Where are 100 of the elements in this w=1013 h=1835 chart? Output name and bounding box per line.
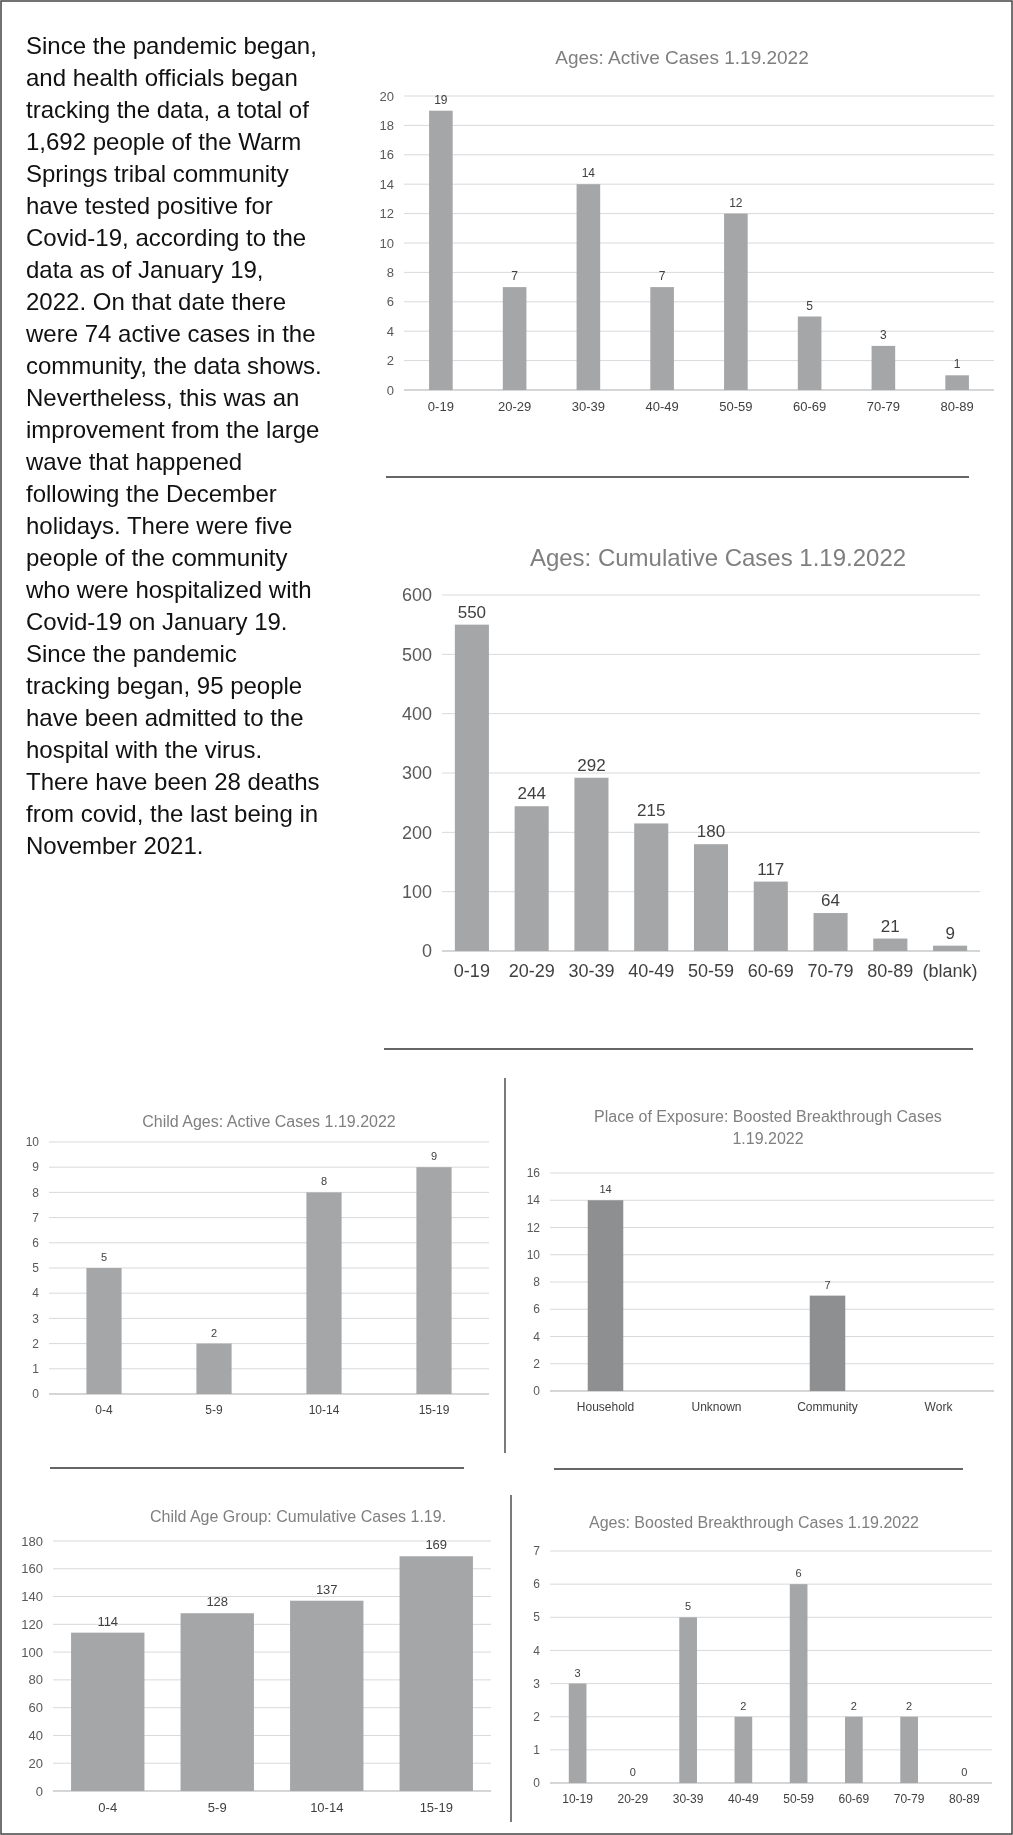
- bar: [86, 1268, 122, 1394]
- x-tick-label: 5-9: [207, 1800, 227, 1815]
- y-tick-label: 100: [21, 1644, 43, 1660]
- y-tick-label: 200: [401, 822, 432, 843]
- bar: [399, 1556, 473, 1791]
- x-tick-label: 40-49: [628, 961, 675, 981]
- y-tick-label: 10: [25, 1135, 40, 1150]
- x-tick-label: 10-19: [562, 1792, 594, 1806]
- bar: [724, 213, 748, 390]
- bar: [576, 184, 601, 390]
- data-label: 5: [100, 1251, 108, 1263]
- bar: [845, 1716, 863, 1783]
- bar: [290, 1600, 364, 1791]
- y-tick-label: 8: [32, 1185, 40, 1200]
- data-label: 114: [97, 1613, 119, 1629]
- bar: [873, 938, 908, 951]
- y-tick-label: 0: [32, 1387, 40, 1402]
- x-tick-label: 70-79: [807, 961, 854, 981]
- y-tick-label: 5: [32, 1261, 40, 1276]
- y-tick-label: 10: [379, 235, 394, 251]
- data-label: 21: [880, 916, 900, 936]
- y-tick-label: 0: [386, 382, 394, 398]
- data-label: 180: [696, 822, 726, 842]
- data-label: 292: [577, 755, 606, 775]
- data-label: 19: [434, 92, 448, 107]
- x-tick-label: Household: [576, 1400, 635, 1414]
- data-label: 2: [850, 1699, 857, 1712]
- x-tick-label: 0-19: [453, 961, 490, 981]
- y-tick-label: 5: [533, 1610, 541, 1625]
- x-tick-label: Work: [924, 1400, 954, 1414]
- y-tick-label: 16: [379, 147, 394, 163]
- data-label: 215: [637, 801, 666, 821]
- y-tick-label: 80: [28, 1672, 43, 1688]
- y-tick-label: 4: [533, 1329, 541, 1344]
- y-tick-label: 2: [386, 353, 394, 369]
- chart-title: Child Age Group: Cumulative Cases 1.19.: [149, 1508, 447, 1525]
- y-tick-label: 10: [526, 1247, 541, 1262]
- data-label: 2: [906, 1699, 913, 1712]
- y-tick-label: 2: [533, 1356, 541, 1371]
- data-label: 5: [806, 298, 814, 313]
- y-tick-label: 7: [32, 1210, 40, 1225]
- bar: [71, 1632, 145, 1791]
- x-tick-label: 15-19: [419, 1800, 453, 1815]
- y-tick-label: 400: [401, 703, 432, 724]
- y-tick-label: 4: [386, 323, 394, 339]
- x-tick-label: 5-9: [205, 1403, 223, 1417]
- data-label: 0: [629, 1766, 636, 1778]
- bar: [634, 823, 669, 951]
- data-label: 6: [795, 1567, 802, 1580]
- bar: [180, 1613, 254, 1791]
- data-label: 1: [953, 357, 961, 372]
- y-tick-label: 0: [533, 1776, 541, 1791]
- y-tick-label: 160: [21, 1561, 43, 1577]
- bar: [196, 1343, 232, 1394]
- data-label: 8: [320, 1175, 328, 1188]
- y-tick-label: 40: [28, 1727, 43, 1743]
- bar: [693, 844, 729, 951]
- y-tick-label: 3: [32, 1311, 40, 1326]
- x-tick-label: 15-19: [418, 1403, 450, 1417]
- data-label: 7: [658, 269, 666, 284]
- y-tick-label: 120: [21, 1616, 43, 1632]
- x-tick-label: 40-49: [645, 399, 679, 414]
- x-tick-label: 0-4: [95, 1403, 113, 1417]
- data-label: 7: [824, 1278, 831, 1291]
- x-tick-label: 10-14: [308, 1403, 340, 1417]
- y-tick-label: 4: [533, 1643, 541, 1658]
- y-tick-label: 300: [401, 763, 432, 784]
- x-tick-label: Unknown: [691, 1400, 742, 1414]
- data-label: 550: [457, 602, 487, 622]
- x-tick-label: 10-14: [310, 1800, 344, 1815]
- y-tick-label: 140: [21, 1589, 43, 1605]
- y-tick-label: 2: [32, 1336, 40, 1351]
- x-tick-label: 0-4: [98, 1800, 118, 1815]
- chart-title: Place of Exposure: Boosted Breakthrough Cases 1.19.2022: [594, 1108, 942, 1147]
- bar: [650, 287, 674, 390]
- data-label: 137: [315, 1581, 338, 1597]
- bar: [679, 1617, 697, 1783]
- y-tick-label: 14: [379, 176, 394, 192]
- y-tick-label: 6: [533, 1577, 541, 1592]
- chart-title: Ages: Active Cases 1.19.2022: [555, 47, 809, 68]
- chart-title: Ages: Boosted Breakthrough Cases 1.19.2022: [589, 1514, 920, 1531]
- y-tick-label: 20: [28, 1755, 43, 1771]
- y-tick-label: 16: [526, 1166, 541, 1181]
- x-tick-label: 40-49: [728, 1792, 760, 1806]
- bar: [306, 1192, 342, 1394]
- x-tick-label: 70-79: [893, 1792, 925, 1806]
- bar: [933, 945, 968, 951]
- x-tick-label: 50-59: [719, 399, 753, 414]
- data-label: 14: [599, 1183, 612, 1196]
- x-tick-label: 30-39: [568, 961, 615, 981]
- x-tick-label: 20-29: [617, 1792, 649, 1806]
- y-tick-label: 20: [379, 88, 394, 104]
- y-tick-label: 1: [533, 1743, 541, 1758]
- bar: [514, 806, 549, 951]
- data-label: 3: [880, 327, 888, 342]
- y-tick-label: 2: [533, 1709, 541, 1724]
- x-tick-label: 50-59: [687, 961, 735, 981]
- x-tick-label: 30-39: [672, 1792, 704, 1806]
- y-tick-label: 180: [21, 1533, 43, 1549]
- bar: [945, 375, 969, 390]
